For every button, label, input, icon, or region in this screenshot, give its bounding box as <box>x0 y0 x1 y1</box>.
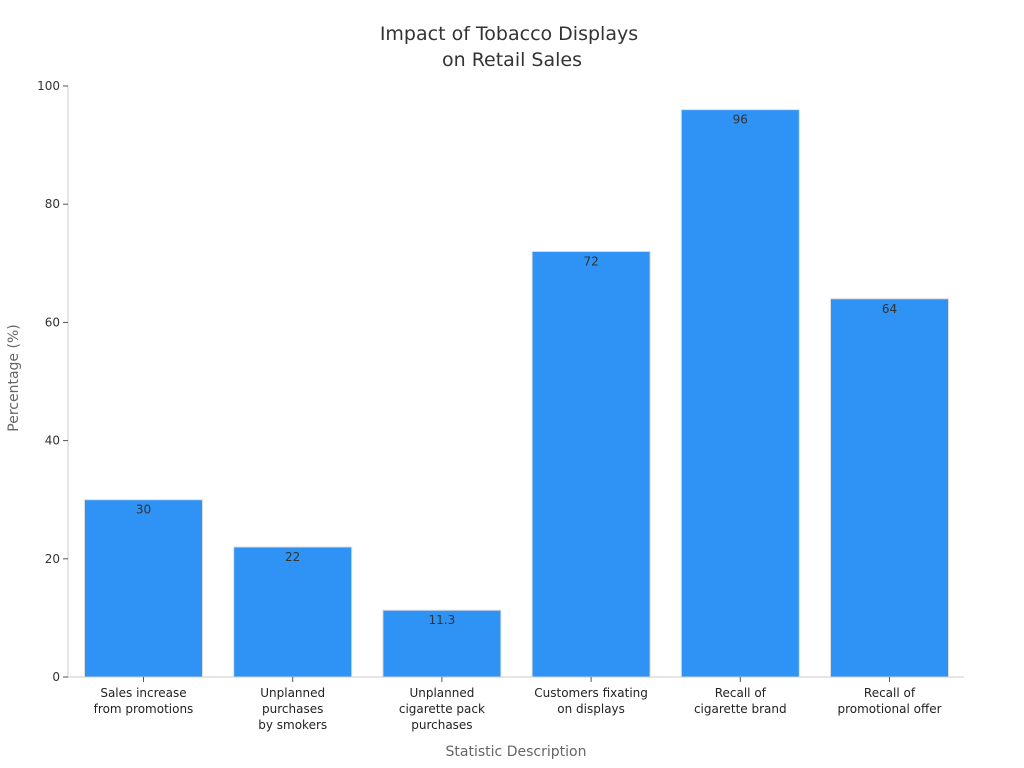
y-tick-labels: 0 20 40 60 80 100 <box>37 79 60 684</box>
y-tick-label: 0 <box>52 670 60 684</box>
bars <box>84 109 949 678</box>
x-tick-label-line: Unplanned <box>409 686 474 700</box>
y-tick-label: 20 <box>45 552 60 566</box>
x-tick-label-line: cigarette pack <box>399 702 485 716</box>
x-tick-label-line: purchases <box>411 718 472 732</box>
chart-title: Impact of Tobacco Displays on Retail Sal… <box>380 23 644 71</box>
x-tick-label-line: purchases <box>262 702 323 716</box>
x-tick-label-line: on displays <box>557 702 625 716</box>
y-tick-label: 100 <box>37 79 60 93</box>
x-tick-label: Recall of cigarette brand <box>694 686 787 716</box>
bar <box>233 546 353 678</box>
x-tick-label-line: Recall of <box>715 686 767 700</box>
x-tick-labels: Sales increase from promotions Unplanned pu… <box>94 686 942 732</box>
y-tick-label: 60 <box>45 315 60 329</box>
axes <box>63 85 964 682</box>
chart-title-line-1: Impact of Tobacco Displays <box>380 23 638 45</box>
x-tick-label: Recall of promotional offer <box>837 686 941 716</box>
y-axis-title: Percentage (%) <box>6 324 22 431</box>
data-label: 96 <box>733 113 748 127</box>
data-label: 22 <box>285 550 300 564</box>
bar <box>382 609 502 678</box>
bar <box>84 499 203 678</box>
data-labels: 30 22 11.3 72 96 64 <box>136 113 897 628</box>
bar <box>680 109 800 678</box>
x-tick-label-line: cigarette brand <box>694 702 787 716</box>
bar <box>531 250 651 678</box>
x-tick-label: Sales increase from promotions <box>94 686 194 716</box>
chart-title-line-2: on Retail Sales <box>442 49 582 71</box>
x-tick-label: Customers fixating on displays <box>534 686 648 716</box>
x-tick-label-line: Recall of <box>864 686 916 700</box>
x-tick-label-line: Sales increase <box>100 686 186 700</box>
x-tick-label-line: Customers fixating <box>534 686 648 700</box>
x-tick-label: Unplanned purchases by smokers <box>258 686 327 732</box>
x-tick-label: Unplanned cigarette pack purchases <box>399 686 485 732</box>
data-label: 72 <box>583 254 598 268</box>
x-tick-label-line: promotional offer <box>837 702 941 716</box>
data-label: 64 <box>882 302 897 316</box>
x-axis-title: Statistic Description <box>446 744 587 760</box>
y-tick-label: 80 <box>45 197 60 211</box>
data-label: 11.3 <box>429 613 456 627</box>
x-tick-label-line: Unplanned <box>260 686 325 700</box>
y-tick-label: 40 <box>45 434 60 448</box>
bar <box>830 298 949 678</box>
x-tick-label-line: by smokers <box>258 718 327 732</box>
x-tick-label-line: from promotions <box>94 702 194 716</box>
data-label: 30 <box>136 503 151 517</box>
